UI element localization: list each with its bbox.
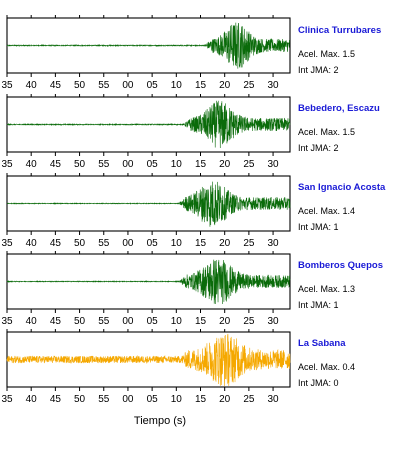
tick-label-1-3: 50	[74, 159, 86, 170]
station-acel-1: Acel. Max. 1.5	[298, 127, 356, 137]
tick-label-3-10: 25	[243, 316, 255, 327]
tick-label-4-9: 20	[219, 394, 231, 405]
tick-label-2-11: 30	[268, 238, 280, 249]
tick-label-4-2: 45	[50, 394, 62, 405]
station-acel-3: Acel. Max. 1.3	[298, 284, 356, 294]
tick-label-0-1: 40	[26, 80, 38, 91]
tick-label-0-5: 00	[122, 80, 134, 91]
tick-label-3-0: 35	[1, 316, 13, 327]
tick-label-2-4: 55	[98, 238, 110, 249]
station-jma-1: Int JMA: 2	[298, 143, 339, 153]
station-acel-2: Acel. Max. 1.4	[298, 206, 356, 216]
tick-label-1-6: 05	[147, 159, 159, 170]
tick-label-1-8: 15	[195, 159, 207, 170]
trace-0	[6, 22, 291, 69]
tick-label-3-6: 05	[147, 316, 159, 327]
tick-label-2-10: 25	[243, 238, 255, 249]
tick-label-4-11: 30	[268, 394, 280, 405]
tick-label-0-0: 35	[1, 80, 13, 91]
tick-label-3-11: 30	[268, 316, 280, 327]
tick-label-2-3: 50	[74, 238, 86, 249]
tick-label-0-8: 15	[195, 80, 207, 91]
tick-label-2-5: 00	[122, 238, 134, 249]
station-acel-0: Acel. Max. 1.5	[298, 49, 356, 59]
station-name-2: San Ignacio Acosta	[298, 182, 386, 193]
station-jma-4: Int JMA: 0	[298, 378, 339, 388]
tick-label-2-8: 15	[195, 238, 207, 249]
station-name-4: La Sabana	[298, 338, 346, 349]
tick-label-4-8: 15	[195, 394, 207, 405]
tick-label-3-7: 10	[171, 316, 183, 327]
tick-label-4-10: 25	[243, 394, 255, 405]
trace-1	[6, 100, 291, 148]
tick-label-0-7: 10	[171, 80, 183, 91]
station-jma-2: Int JMA: 1	[298, 222, 339, 232]
tick-label-1-0: 35	[1, 159, 13, 170]
tick-label-0-3: 50	[74, 80, 86, 91]
tick-label-3-2: 45	[50, 316, 62, 327]
tick-label-2-6: 05	[147, 238, 159, 249]
trace-2	[6, 181, 291, 227]
station-jma-3: Int JMA: 1	[298, 300, 339, 310]
tick-label-0-6: 05	[147, 80, 159, 91]
tick-label-2-9: 20	[219, 238, 231, 249]
tick-label-3-3: 50	[74, 316, 86, 327]
tick-label-1-11: 30	[268, 159, 280, 170]
tick-label-4-4: 55	[98, 394, 110, 405]
tick-label-1-2: 45	[50, 159, 62, 170]
x-axis-label: Tiempo (s)	[133, 415, 187, 427]
tick-label-2-7: 10	[171, 238, 183, 249]
tick-label-3-1: 40	[26, 316, 38, 327]
tick-label-2-1: 40	[26, 238, 38, 249]
tick-label-3-5: 00	[122, 316, 134, 327]
tick-label-4-3: 50	[74, 394, 86, 405]
tick-label-4-1: 40	[26, 394, 38, 405]
trace-4	[6, 333, 291, 387]
tick-label-4-6: 05	[147, 394, 159, 405]
tick-label-0-11: 30	[268, 80, 280, 91]
station-name-1: Bebedero, Escazu	[298, 103, 380, 114]
tick-label-3-8: 15	[195, 316, 207, 327]
tick-label-0-10: 25	[243, 80, 255, 91]
tick-label-4-0: 35	[1, 394, 13, 405]
tick-label-1-4: 55	[98, 159, 110, 170]
tick-label-0-9: 20	[219, 80, 231, 91]
tick-label-0-4: 55	[98, 80, 110, 91]
tick-label-3-4: 55	[98, 316, 110, 327]
station-name-3: Bomberos Quepos	[298, 260, 383, 271]
tick-label-4-7: 10	[171, 394, 183, 405]
tick-label-0-2: 45	[50, 80, 62, 91]
tick-label-4-5: 00	[122, 394, 134, 405]
tick-label-3-9: 20	[219, 316, 231, 327]
tick-label-2-0: 35	[1, 238, 13, 249]
tick-label-1-5: 00	[122, 159, 134, 170]
tick-label-2-2: 45	[50, 238, 62, 249]
tick-label-1-7: 10	[171, 159, 183, 170]
tick-label-1-9: 20	[219, 159, 231, 170]
station-jma-0: Int JMA: 2	[298, 65, 339, 75]
station-name-0: Clinica Turrubares	[298, 25, 382, 36]
station-acel-4: Acel. Max. 0.4	[298, 362, 356, 372]
tick-label-1-10: 25	[243, 159, 255, 170]
trace-3	[6, 259, 291, 305]
tick-label-1-1: 40	[26, 159, 38, 170]
